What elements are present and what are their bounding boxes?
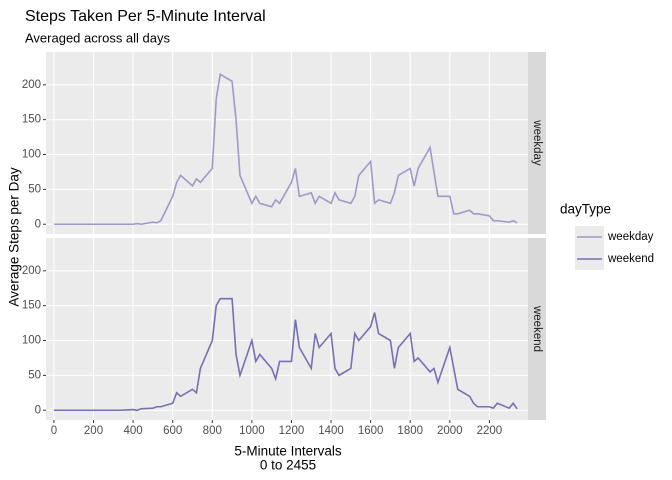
x-tick-label: 1200 (279, 425, 305, 437)
x-tick-label: 1000 (239, 425, 265, 437)
y-tick-label: 100 (22, 149, 41, 161)
x-tick-label: 0 (51, 425, 57, 437)
x-tick-label: 600 (163, 425, 182, 437)
x-tick-label: 400 (124, 425, 143, 437)
panel-background (46, 52, 528, 234)
x-tick-label: 800 (203, 425, 222, 437)
y-tick-label: 0 (35, 404, 41, 416)
strip-label: weekend (531, 305, 543, 352)
legend-title: dayType (560, 202, 611, 217)
legend-label: weekday (607, 231, 654, 243)
chart-subtitle: Averaged across all days (25, 30, 171, 45)
y-tick-label: 200 (22, 265, 41, 277)
x-axis-title: 5-Minute Intervals (234, 444, 342, 459)
strip-background (528, 52, 546, 234)
x-tick-label: 2200 (477, 425, 503, 437)
x-tick-label: 200 (84, 425, 103, 437)
x-tick-label: 1600 (358, 425, 384, 437)
y-tick-label: 50 (28, 369, 41, 381)
x-tick-label: 2000 (437, 425, 463, 437)
strip-label: weekday (531, 119, 543, 166)
x-tick-label: 1400 (318, 425, 344, 437)
y-tick-label: 0 (35, 218, 41, 230)
y-tick-label: 50 (28, 183, 41, 195)
y-tick-label: 100 (22, 335, 41, 347)
y-tick-label: 150 (22, 114, 41, 126)
data-line (53, 73, 518, 226)
panel-background (46, 238, 528, 420)
x-axis-title: 0 to 2455 (260, 458, 316, 473)
y-tick-label: 200 (22, 79, 41, 91)
strip-background (528, 238, 546, 420)
data-line (53, 297, 518, 412)
y-axis-title: Average Steps per Day (7, 167, 22, 307)
y-tick-label: 150 (22, 300, 41, 312)
chart-title: Steps Taken Per 5-Minute Interval (25, 8, 266, 25)
x-tick-label: 1800 (397, 425, 423, 437)
legend-label: weekend (607, 253, 654, 265)
